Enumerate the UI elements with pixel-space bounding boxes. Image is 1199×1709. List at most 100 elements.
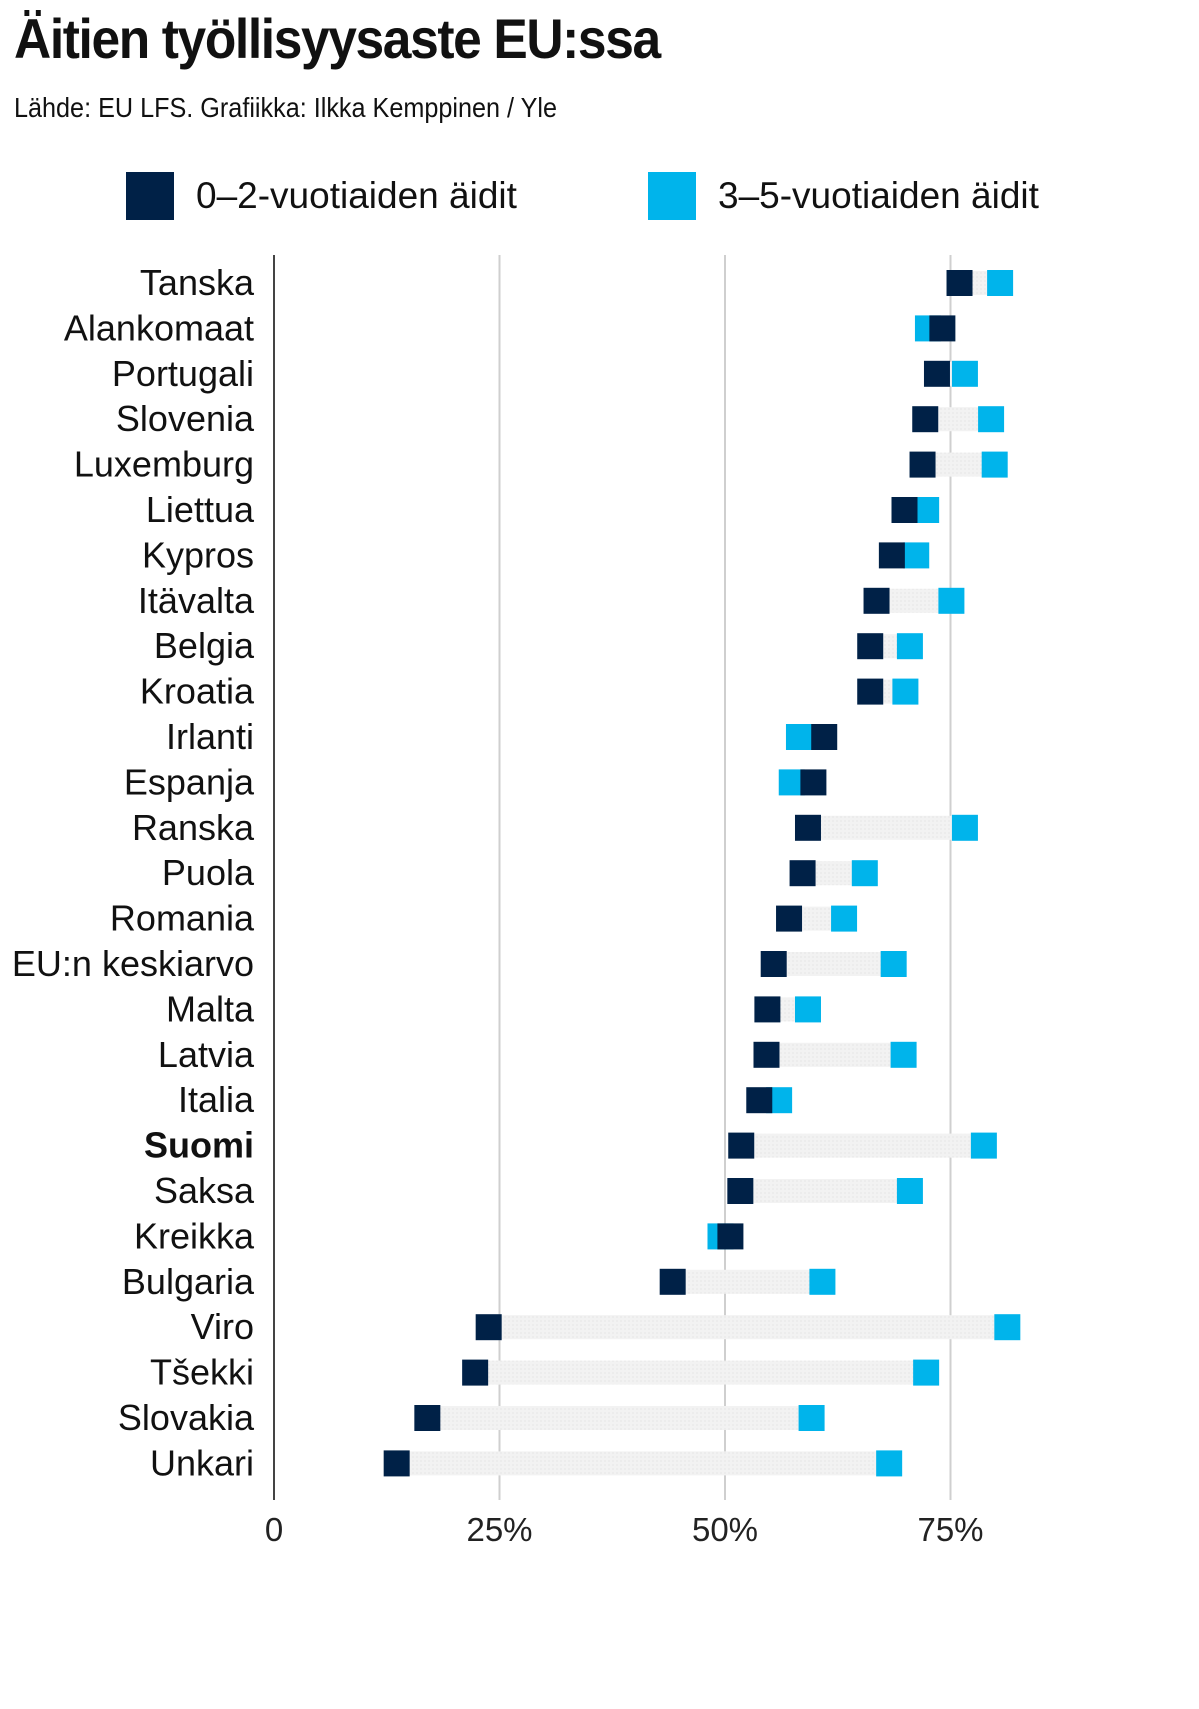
marker-age-0-2 xyxy=(857,633,884,660)
category-label: EU:n keskiarvo xyxy=(12,943,254,984)
marker-age-3-5 xyxy=(987,270,1014,296)
category-label: Irlanti xyxy=(166,716,254,757)
marker-age-0-2 xyxy=(891,497,918,523)
marker-age-3-5 xyxy=(831,905,858,932)
marker-age-0-2 xyxy=(909,451,936,478)
data-marks xyxy=(383,270,1021,1477)
category-label: Tšekki xyxy=(150,1352,254,1393)
legend: 0–2-vuotiaiden äidit 3–5-vuotiaiden äidi… xyxy=(0,170,1199,222)
category-label: Puola xyxy=(162,852,255,893)
marker-age-0-2 xyxy=(912,406,939,433)
category-label: Luxemburg xyxy=(74,444,254,485)
marker-age-3-5 xyxy=(876,1450,903,1477)
marker-age-3-5 xyxy=(903,542,930,569)
gap-bar xyxy=(672,1269,823,1294)
x-axis: 0 25% 50% 75% xyxy=(265,255,984,1548)
gap-bar xyxy=(396,1451,890,1476)
category-label: Saksa xyxy=(154,1170,255,1211)
grid-lines xyxy=(498,255,952,1500)
marker-age-3-5 xyxy=(981,451,1008,478)
gap-bar xyxy=(741,1133,984,1158)
marker-age-3-5 xyxy=(951,360,978,387)
marker-age-3-5 xyxy=(880,951,907,977)
marker-age-0-2 xyxy=(754,996,781,1023)
marker-age-0-2 xyxy=(462,1359,489,1386)
marker-age-0-2 xyxy=(728,1132,755,1159)
marker-age-3-5 xyxy=(892,678,919,705)
marker-age-3-5 xyxy=(951,814,978,841)
marker-age-3-5 xyxy=(896,633,923,660)
marker-age-3-5 xyxy=(809,1268,836,1295)
marker-age-0-2 xyxy=(753,1041,780,1068)
marker-age-0-2 xyxy=(727,1178,754,1204)
x-tick-label: 0 xyxy=(265,1511,283,1548)
gap-bar xyxy=(488,1315,1008,1340)
category-label: Kroatia xyxy=(140,671,255,712)
chart-subtitle: Lähde: EU LFS. Grafiikka: Ilkka Kemppine… xyxy=(14,92,558,123)
marker-age-3-5 xyxy=(978,406,1005,433)
category-label: Itävalta xyxy=(138,580,255,621)
category-label: Belgia xyxy=(154,625,255,666)
gap-bar xyxy=(427,1406,812,1430)
gap-bar xyxy=(766,1042,904,1067)
gap-bar xyxy=(807,815,965,840)
legend-label-age-3-5: 3–5-vuotiaiden äidit xyxy=(718,175,1039,216)
marker-age-3-5 xyxy=(913,1359,940,1386)
marker-age-3-5 xyxy=(896,1178,923,1204)
category-label: Bulgaria xyxy=(122,1261,255,1302)
marker-age-0-2 xyxy=(863,587,890,614)
x-tick-label: 25% xyxy=(466,1511,532,1548)
legend-item-age-3-5: 3–5-vuotiaiden äidit xyxy=(648,170,1039,222)
marker-age-0-2 xyxy=(475,1314,502,1341)
marker-age-0-2 xyxy=(878,542,905,569)
marker-age-0-2 xyxy=(383,1450,410,1477)
category-label: Unkari xyxy=(150,1442,254,1483)
marker-age-3-5 xyxy=(994,1314,1021,1341)
legend-label-age-0-2: 0–2-vuotiaiden äidit xyxy=(196,175,517,216)
marker-age-0-2 xyxy=(946,270,973,296)
category-label: Slovakia xyxy=(118,1397,255,1438)
marker-age-0-2 xyxy=(923,360,950,387)
category-label: Suomi xyxy=(144,1125,254,1166)
marker-age-0-2 xyxy=(659,1268,686,1295)
category-label: Liettua xyxy=(146,489,255,530)
marker-age-0-2 xyxy=(717,1223,744,1250)
category-label: Alankomaat xyxy=(64,307,254,348)
marker-age-3-5 xyxy=(794,996,821,1023)
chart-title: Äitien työllisyysaste EU:ssa xyxy=(14,7,661,70)
marker-age-0-2 xyxy=(857,678,884,705)
marker-age-0-2 xyxy=(789,860,816,887)
marker-age-3-5 xyxy=(938,587,965,614)
category-label: Latvia xyxy=(158,1034,255,1075)
category-label: Viro xyxy=(191,1306,254,1347)
category-label: Italia xyxy=(178,1079,255,1120)
category-label: Tanska xyxy=(140,262,255,303)
gap-bar xyxy=(740,1179,910,1203)
marker-age-0-2 xyxy=(800,769,827,796)
marker-age-3-5 xyxy=(890,1041,917,1068)
marker-age-0-2 xyxy=(929,315,956,342)
legend-swatch-age-3-5 xyxy=(648,172,696,220)
x-tick-label: 50% xyxy=(692,1511,758,1548)
marker-age-3-5 xyxy=(851,860,878,887)
marker-age-0-2 xyxy=(746,1087,773,1114)
category-label: Espanja xyxy=(124,761,255,802)
category-label: Malta xyxy=(166,988,255,1029)
category-label: Ranska xyxy=(132,807,255,848)
marker-age-3-5 xyxy=(970,1132,997,1159)
category-label: Kreikka xyxy=(134,1215,255,1256)
legend-swatch-age-0-2 xyxy=(126,172,174,220)
legend-item-age-0-2: 0–2-vuotiaiden äidit xyxy=(126,170,517,222)
marker-age-3-5 xyxy=(785,724,812,750)
gap-bar xyxy=(773,952,894,976)
gap-bar xyxy=(475,1360,927,1385)
category-label: Kypros xyxy=(142,534,254,575)
category-label: Slovenia xyxy=(116,398,255,439)
category-label: Romania xyxy=(110,898,255,939)
marker-age-0-2 xyxy=(794,814,821,841)
marker-age-0-2 xyxy=(760,951,787,977)
x-tick-label: 75% xyxy=(917,1511,983,1548)
marker-age-3-5 xyxy=(798,1405,825,1431)
